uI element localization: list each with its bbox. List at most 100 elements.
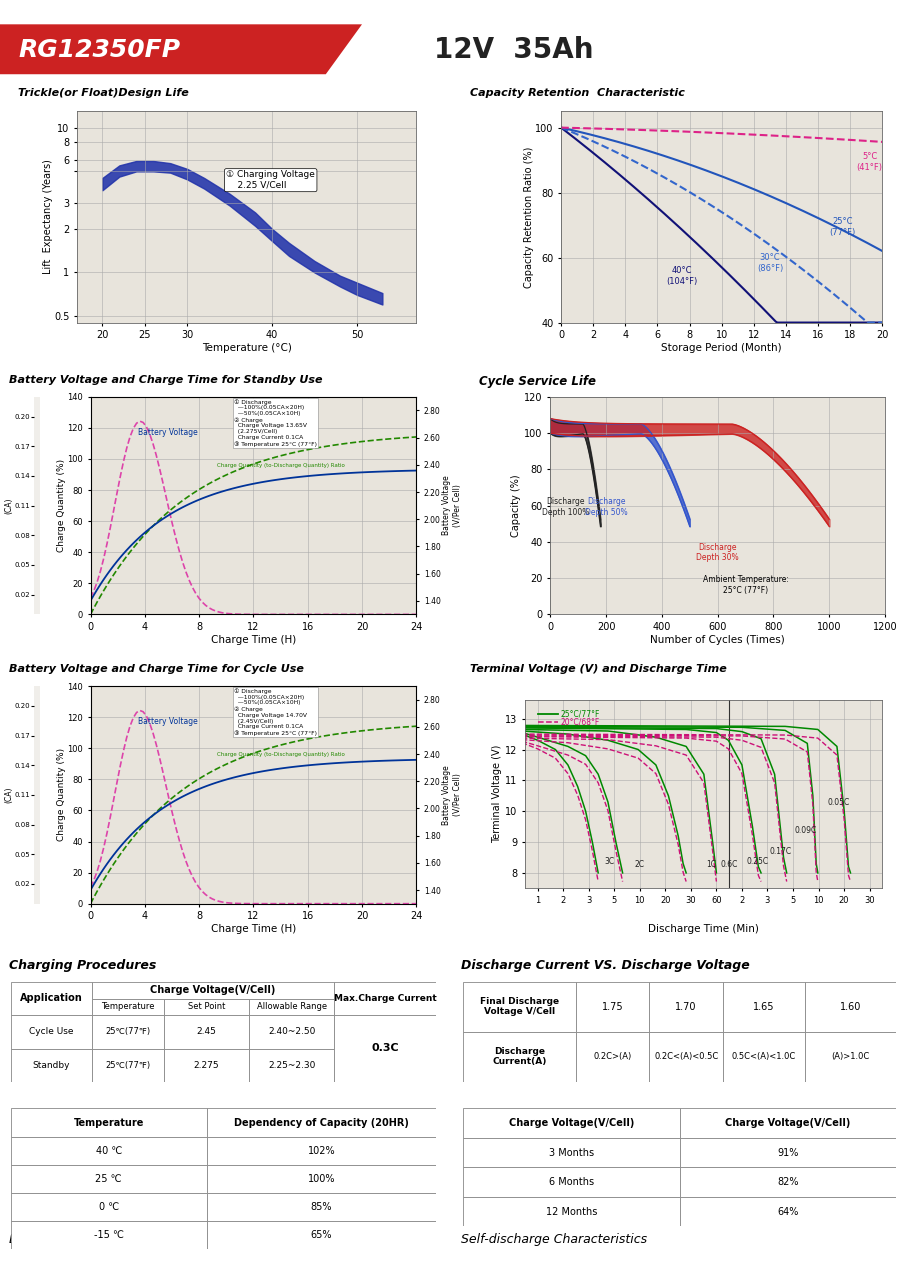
Bar [463,1108,680,1138]
Text: 64%: 64% [777,1207,798,1216]
Text: 25℃(77℉): 25℃(77℉) [105,1061,150,1070]
Text: Ambient Temperature:
25°C (77°F): Ambient Temperature: 25°C (77°F) [702,575,788,595]
Text: 0.5C<(A)<1.0C: 0.5C<(A)<1.0C [732,1052,796,1061]
Y-axis label: Terminal Voltage (V): Terminal Voltage (V) [492,745,502,844]
Bar [334,1015,436,1082]
Text: Battery Voltage and Charge Time for Cycle Use: Battery Voltage and Charge Time for Cycl… [9,664,304,673]
Bar [11,1137,206,1165]
Text: Allowable Range: Allowable Range [256,1002,327,1011]
Text: Discharge
Depth 30%: Discharge Depth 30% [696,543,739,562]
Y-axis label: Charge
Current
(CA): Charge Current (CA) [0,492,13,520]
Bar [91,1048,164,1082]
Text: Charging Procedures: Charging Procedures [9,959,157,972]
Text: 0.17C: 0.17C [769,847,791,856]
Text: Standby: Standby [33,1061,70,1070]
Text: Set Point: Set Point [188,1002,225,1011]
Bar [164,998,249,1015]
Text: 1.65: 1.65 [753,1002,775,1011]
Text: 6 Months: 6 Months [549,1178,594,1187]
Text: 0.09C: 0.09C [795,826,817,835]
Text: 0.3C: 0.3C [371,1043,399,1053]
Text: 25℃(77℉): 25℃(77℉) [105,1027,150,1037]
Text: 1C: 1C [706,860,716,869]
Y-axis label: Battery Voltage
(V/Per Cell): Battery Voltage (V/Per Cell) [443,765,462,824]
Bar [206,1137,436,1165]
Text: Discharge
Current(A): Discharge Current(A) [492,1047,547,1066]
Text: 0.2C<(A)<0.5C: 0.2C<(A)<0.5C [654,1052,719,1061]
Text: 40°C
(104°F): 40°C (104°F) [666,266,697,285]
Bar [723,982,805,1032]
Bar [463,982,576,1032]
Bar [11,1048,91,1082]
Bar [576,1032,650,1082]
Text: Charge Voltage(V/Cell): Charge Voltage(V/Cell) [725,1119,851,1128]
X-axis label: Charge Time (H): Charge Time (H) [211,635,296,645]
Text: 0.6C: 0.6C [720,860,738,869]
Text: 85%: 85% [310,1202,332,1212]
Bar [164,1015,249,1048]
Bar [805,1032,896,1082]
Text: Temperature: Temperature [73,1117,144,1128]
Text: Battery Voltage and Charge Time for Standby Use: Battery Voltage and Charge Time for Stan… [9,375,322,384]
Y-axis label: Capacity (%): Capacity (%) [511,475,521,536]
Text: Charge Quantity (to-Discharge Quantity) Ratio: Charge Quantity (to-Discharge Quantity) … [216,753,345,756]
Y-axis label: Charge Quantity (%): Charge Quantity (%) [57,460,66,552]
Y-axis label: Lift  Expectancy (Years): Lift Expectancy (Years) [43,160,52,274]
Text: 0.2C>(A): 0.2C>(A) [594,1052,632,1061]
Text: Max.Charge Current: Max.Charge Current [334,993,436,1002]
Text: 0 ℃: 0 ℃ [99,1202,119,1212]
Text: 25°C
(77°F): 25°C (77°F) [829,218,855,237]
Text: 20°C/68°F: 20°C/68°F [560,717,600,726]
Text: Temperature: Temperature [101,1002,155,1011]
Text: Discharge Current VS. Discharge Voltage: Discharge Current VS. Discharge Voltage [462,959,750,972]
Bar [680,1108,896,1138]
Text: Self-discharge Characteristics: Self-discharge Characteristics [462,1233,648,1245]
Text: Battery Voltage: Battery Voltage [138,717,198,726]
Bar [249,1048,334,1082]
Text: 2.45: 2.45 [196,1027,216,1037]
Bar [463,1197,680,1226]
Bar [650,982,723,1032]
Y-axis label: Battery Voltage
(V/Per Cell): Battery Voltage (V/Per Cell) [443,476,462,535]
Text: 2.25~2.30: 2.25~2.30 [268,1061,315,1070]
Bar [463,1032,576,1082]
Bar [206,1165,436,1193]
Text: Cycle Use: Cycle Use [29,1027,73,1037]
Text: Effect of temperature on capacity (20HR): Effect of temperature on capacity (20HR) [9,1233,268,1245]
Text: 1.70: 1.70 [675,1002,697,1011]
Bar [164,1048,249,1082]
Text: 102%: 102% [308,1146,335,1156]
Y-axis label: Charge Quantity (%): Charge Quantity (%) [57,749,66,841]
Bar [91,998,164,1015]
Y-axis label: Charge
Current
(CA): Charge Current (CA) [0,781,13,809]
Bar [11,982,91,1015]
Bar [249,998,334,1015]
Text: Application: Application [20,993,82,1004]
Bar [91,982,334,998]
Text: ① Charging Voltage
    2.25 V/Cell: ① Charging Voltage 2.25 V/Cell [226,170,315,189]
Text: 3 Months: 3 Months [549,1148,594,1157]
Text: 2.275: 2.275 [194,1061,219,1070]
Text: 0.05C: 0.05C [828,797,850,806]
Text: Discharge
Depth 50%: Discharge Depth 50% [585,497,627,517]
Text: Cycle Service Life: Cycle Service Life [480,375,596,388]
Text: -15 ℃: -15 ℃ [94,1230,124,1240]
Bar [723,1032,805,1082]
Text: 25 ℃: 25 ℃ [95,1174,122,1184]
X-axis label: Charge Time (H): Charge Time (H) [211,924,296,934]
Bar [11,1108,206,1137]
Text: Discharge
Depth 100%: Discharge Depth 100% [542,497,589,517]
Bar [91,1015,164,1048]
Text: 65%: 65% [310,1230,332,1240]
Bar [334,982,436,1015]
Bar [805,982,896,1032]
Text: 0.25C: 0.25C [747,856,768,865]
Bar [11,1015,91,1048]
Text: 3C: 3C [605,856,614,865]
Bar [463,1138,680,1167]
Text: Dependency of Capacity (20HR): Dependency of Capacity (20HR) [233,1117,409,1128]
Bar [680,1138,896,1167]
Text: ① Discharge
  —100%(0.05CA×20H)
  —50%(0.05CA×10H)
② Charge
  Charge Voltage 13.: ① Discharge —100%(0.05CA×20H) —50%(0.05C… [233,399,317,447]
Text: 12V  35Ah: 12V 35Ah [434,36,594,64]
Text: 30°C
(86°F): 30°C (86°F) [757,253,783,273]
